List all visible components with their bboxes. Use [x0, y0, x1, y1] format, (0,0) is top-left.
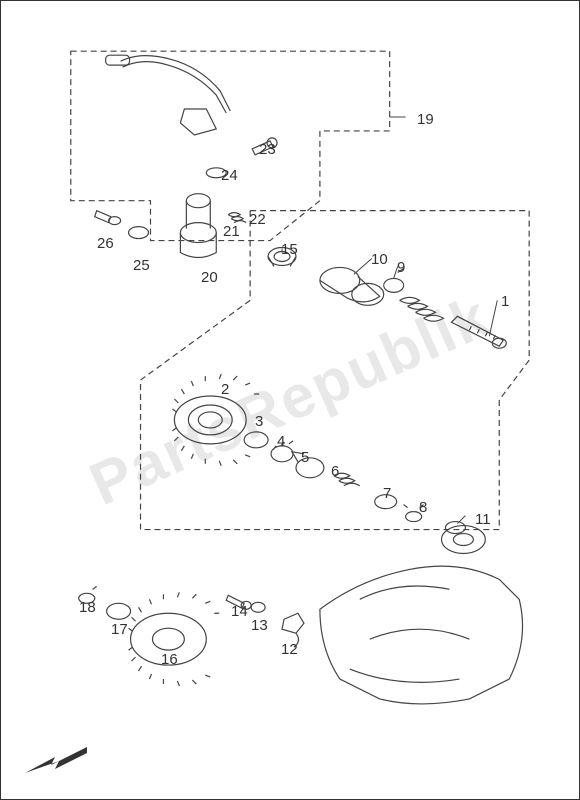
callout-21: 21 — [223, 223, 240, 240]
washer-17 — [107, 603, 131, 619]
direction-arrow-icon — [21, 739, 91, 779]
boss-20 — [180, 194, 216, 258]
callout-12: 12 — [281, 641, 298, 658]
callout-5: 5 — [301, 449, 309, 466]
sleeve-10 — [320, 267, 384, 305]
washer-13 — [251, 602, 265, 612]
callout-2: 2 — [221, 381, 229, 398]
parts-svg — [1, 1, 579, 799]
callout-6: 6 — [331, 463, 339, 480]
callout-13: 13 — [251, 617, 268, 634]
callout-18: 18 — [79, 599, 96, 616]
gear-16 — [129, 592, 220, 686]
callout-17: 17 — [111, 621, 128, 638]
callout-23: 23 — [259, 141, 276, 158]
dashed-region-upper — [71, 51, 390, 240]
callout-9: 9 — [397, 259, 405, 276]
callout-26: 26 — [97, 235, 114, 252]
callout-24: 24 — [221, 167, 238, 184]
callout-22: 22 — [249, 211, 266, 228]
callout-19: 19 — [417, 111, 434, 128]
callout-15: 15 — [281, 241, 298, 258]
callout-10: 10 — [371, 251, 388, 268]
dashed-region-main — [141, 211, 530, 530]
crankcase-outline — [320, 526, 523, 704]
diagram-layer — [1, 1, 579, 799]
callout-14: 14 — [231, 603, 248, 620]
washer-11 — [445, 522, 465, 534]
callout-25: 25 — [133, 257, 150, 274]
gear-2 — [172, 374, 259, 466]
diagram-container: PartsRepublik — [0, 0, 580, 800]
spring-21 — [228, 213, 246, 223]
callout-1: 1 — [501, 293, 509, 310]
callout-7: 7 — [383, 485, 391, 502]
kick-shaft-1 — [400, 297, 507, 348]
callout-4: 4 — [277, 433, 285, 450]
callout-11: 11 — [475, 511, 491, 528]
kick-lever — [106, 55, 231, 135]
callout-8: 8 — [419, 499, 427, 516]
callout-16: 16 — [161, 651, 178, 668]
washer-3 — [244, 432, 268, 448]
washer-25 — [129, 227, 149, 239]
callout-3: 3 — [255, 413, 263, 430]
callout-20: 20 — [201, 269, 218, 286]
bolt-26 — [95, 211, 121, 225]
